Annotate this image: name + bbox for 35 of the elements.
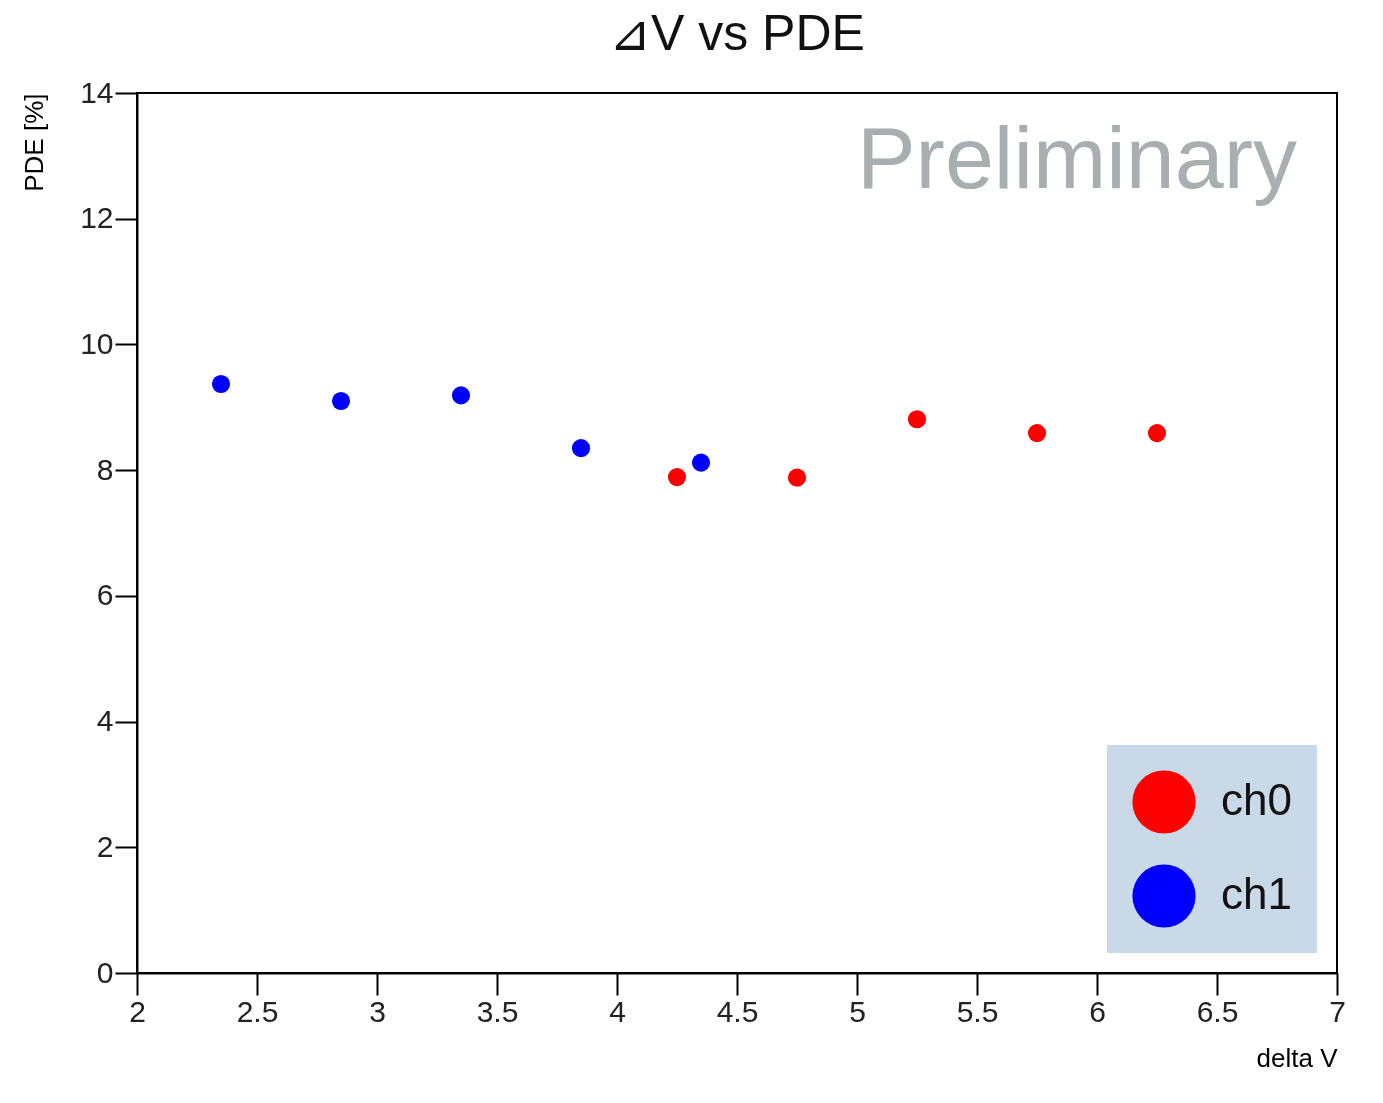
point [1027,423,1047,443]
x-tick-label: 5.5 [956,994,999,1028]
point [331,391,351,411]
point [691,453,711,472]
y-tick-label: 14 [80,75,114,109]
y-tick-label: 2 [96,829,114,863]
x-tick-label: 6.5 [1196,994,1239,1028]
x-axis-title: delta V [1256,1042,1339,1073]
point [571,439,591,458]
x-tick-label: 3.5 [476,994,519,1028]
y-axis-title: PDE [%] [18,93,49,192]
annotation: Preliminary [856,108,1297,207]
x-tick-label: 2 [129,994,146,1028]
y-tick-label: 12 [80,201,114,235]
y-tick-label: 6 [96,578,114,612]
y-tick-label: 10 [80,326,114,360]
point [211,374,231,394]
point [1147,423,1167,443]
x-tick-label: 5 [849,994,866,1028]
x-tick-label: 4 [609,994,626,1028]
point [667,467,687,487]
x-tick-label: 6 [1089,994,1106,1028]
point [907,410,927,429]
x-tick-label: 2.5 [236,994,279,1028]
y-tick-label: 8 [96,452,114,486]
point [787,468,807,487]
x-tick-label: 3 [369,994,386,1028]
x-tick-label: 7 [1329,994,1346,1028]
legend-label: ch0 [1221,775,1292,824]
y-tick-label: 4 [96,704,114,738]
legend-label: ch1 [1221,869,1292,918]
chart-title: ⊿V vs PDE [609,5,865,61]
point [451,386,471,405]
x-tick-label: 4.5 [716,994,759,1028]
y-tick-label: 0 [96,955,114,989]
